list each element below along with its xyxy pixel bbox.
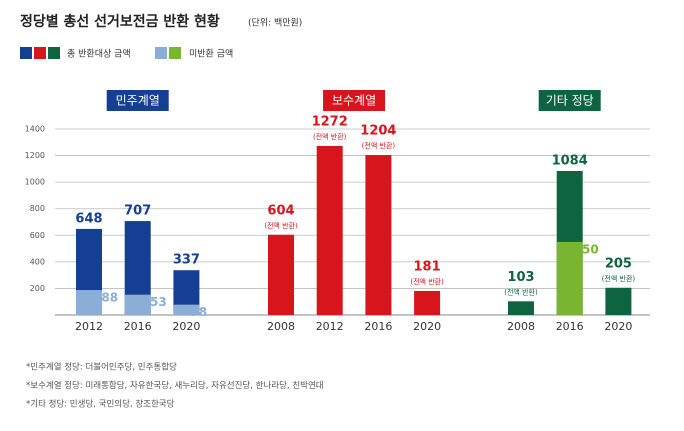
- note-label: (전액 반환): [264, 221, 298, 230]
- bar: [365, 155, 392, 315]
- chart-unit: (단위: 백만원): [248, 18, 302, 29]
- unreturned-bar: [556, 241, 583, 315]
- value-label: 103: [507, 270, 534, 285]
- bar: [414, 290, 441, 315]
- y-tick-label: 800: [30, 204, 45, 213]
- x-tick-label: 2008: [267, 320, 295, 333]
- value-label: 337: [173, 253, 200, 268]
- y-tick-label: 1000: [25, 178, 45, 187]
- value-label: 707: [124, 204, 151, 219]
- legend-swatch: [48, 47, 60, 59]
- value-label: 181: [414, 259, 441, 274]
- legend-swatch: [20, 47, 32, 59]
- group-header-box: [538, 90, 601, 111]
- y-tick-label: 600: [30, 231, 45, 240]
- unreturned-label: 153: [142, 295, 167, 309]
- unreturned-label: 550: [574, 242, 599, 256]
- footnote: *보수계열 정당: 미래통합당, 자유한국당, 새누리당, 자유선진당, 한나라…: [26, 380, 324, 391]
- chart-title: 정당별 총선 선거보전금 반환 현황: [20, 13, 220, 30]
- x-tick-label: 2020: [604, 320, 632, 333]
- bar: [508, 301, 534, 315]
- x-tick-label: 2016: [364, 320, 392, 333]
- note-label: (전액 반환): [410, 277, 444, 286]
- x-tick-label: 2016: [556, 320, 584, 333]
- value-label: 648: [75, 211, 102, 226]
- note-label: (전액 반환): [313, 132, 347, 141]
- x-tick-label: 2020: [172, 320, 200, 333]
- x-tick-label: 2020: [413, 320, 441, 333]
- legend-swatch: [169, 47, 181, 59]
- note-label: (전액 반환): [504, 287, 538, 296]
- bar: [605, 287, 632, 315]
- value-label: 1084: [552, 153, 588, 168]
- footnote: *기타 정당: 민생당, 국민의당, 창조한국당: [26, 399, 175, 410]
- group-header: 기타 정당: [546, 94, 594, 108]
- x-tick-label: 2016: [124, 320, 152, 333]
- legend-swatch: [34, 47, 46, 59]
- unreturned-label: 188: [93, 291, 118, 305]
- group-header-box: [323, 90, 386, 111]
- unreturned-bar: [173, 304, 200, 315]
- legend-label: 총 반환대상 금액: [67, 48, 131, 60]
- y-tick-label: 1400: [25, 125, 45, 134]
- group-header: 보수계열: [332, 94, 376, 108]
- legend-swatch: [155, 47, 167, 59]
- y-tick-label: 400: [30, 257, 45, 266]
- note-label: (전액 반환): [602, 274, 636, 283]
- value-label: 604: [267, 203, 294, 218]
- value-label: 1272: [312, 115, 348, 130]
- unreturned-label: 78: [190, 305, 207, 319]
- value-label: 1204: [360, 124, 396, 139]
- y-tick-label: 1200: [25, 151, 45, 160]
- group-header: 민주계열: [116, 94, 160, 108]
- bar: [316, 146, 343, 315]
- bar: [268, 234, 294, 315]
- value-label: 205: [605, 256, 632, 271]
- x-tick-label: 2008: [507, 320, 535, 333]
- footnote: *민주계열 정당: 더불어민주당, 민주통합당: [26, 362, 177, 373]
- group-header-box: [106, 90, 169, 111]
- note-label: (전액 반환): [362, 141, 396, 150]
- unreturned-bar: [76, 290, 102, 315]
- x-tick-label: 2012: [75, 320, 103, 333]
- unreturned-bar: [124, 294, 151, 315]
- legend-label: 미반환 금액: [189, 48, 233, 60]
- y-tick-label: 200: [30, 284, 45, 293]
- x-tick-label: 2012: [316, 320, 344, 333]
